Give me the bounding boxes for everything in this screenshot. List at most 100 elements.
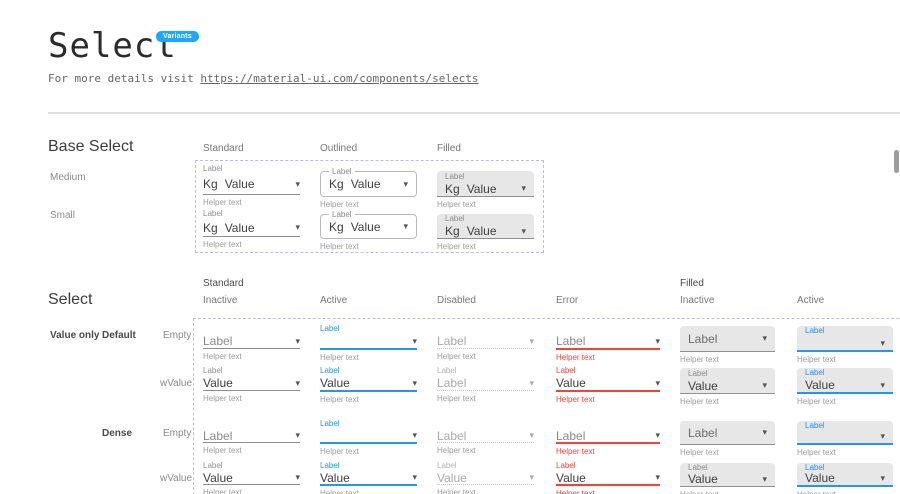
- base-select-story-outline: [195, 160, 544, 253]
- select-field-standard-inactive[interactable]: Label Value ▾ Helper text: [203, 366, 300, 403]
- state-header: Disabled: [437, 295, 476, 306]
- select-field-outlined[interactable]: Label Kg Value ▾ Helper text: [320, 210, 417, 251]
- filled-box[interactable]: Label ▾: [680, 326, 775, 352]
- select-value-row[interactable]: Value ▾: [320, 471, 417, 486]
- row-label-empty: Empty: [163, 330, 192, 341]
- select-value-row[interactable]: Label ▾: [556, 429, 660, 444]
- select-field-standard-inactive[interactable]: Label Kg Value ▾ Helper text: [203, 209, 300, 249]
- select-label: Label: [320, 324, 340, 333]
- select-value-row[interactable]: Kg Value ▾: [203, 174, 300, 195]
- dropdown-arrow-icon: ▾: [762, 473, 767, 484]
- select-field-standard-inactive[interactable]: Label ▾ Helper text: [203, 324, 300, 361]
- outlined-box[interactable]: Label Kg Value ▾: [320, 167, 417, 197]
- select-label: Label: [556, 461, 576, 470]
- filled-box[interactable]: Label ▾: [797, 421, 893, 445]
- select-field-standard-inactive[interactable]: Label ▾ Helper text: [203, 419, 300, 455]
- select-value-row[interactable]: Value ▾: [556, 471, 660, 486]
- filled-box[interactable]: Label Value ▾: [680, 368, 775, 394]
- helper-text: Helper text: [320, 395, 359, 404]
- filled-box[interactable]: Label ▾: [797, 326, 893, 352]
- select-label: Label: [203, 461, 223, 470]
- select-value-row[interactable]: Label ▾: [203, 429, 300, 443]
- select-value-row[interactable]: Value ▾: [320, 376, 417, 392]
- select-value: [805, 336, 808, 350]
- select-field-standard-error[interactable]: Label Value ▾ Helper text: [556, 461, 660, 494]
- select-value-row[interactable]: Value ▾: [203, 471, 300, 485]
- dropdown-arrow-icon: ▾: [529, 430, 534, 440]
- select-value-row: Kg Value ▾: [329, 177, 408, 191]
- select-value: Label: [688, 425, 718, 440]
- select-field-standard-error[interactable]: Label ▾ Helper text: [556, 324, 660, 362]
- select-field-standard-active[interactable]: Label Value ▾ Helper text: [320, 366, 417, 404]
- select-field-filled-inactive[interactable]: Label Kg Value ▾ Helper text: [437, 214, 534, 251]
- select-field-standard-disabled[interactable]: Label Label ▾ Helper text: [437, 366, 534, 403]
- filled-box[interactable]: Label Value ▾: [797, 368, 893, 394]
- select-value-row[interactable]: ▾: [320, 334, 417, 350]
- base-column-header: Standard: [203, 143, 244, 154]
- select-value: Value: [203, 376, 233, 390]
- select-field-filled-inactive[interactable]: Label ▾ Helper text: [680, 326, 775, 364]
- helper-text: Helper text: [203, 488, 242, 494]
- select-field-filled-active[interactable]: Label ▾ Helper text: [797, 421, 893, 457]
- filled-box[interactable]: Label Kg Value ▾: [437, 171, 534, 197]
- select-field-standard-error[interactable]: Label ▾ Helper text: [556, 419, 660, 456]
- select-field-standard-error[interactable]: Label Value ▾ Helper text: [556, 366, 660, 404]
- adornment: Kg: [329, 177, 344, 191]
- select-field-filled-active[interactable]: Label ▾ Helper text: [797, 326, 893, 364]
- helper-text: Helper text: [437, 488, 476, 494]
- select-value-row[interactable]: Value ▾: [556, 376, 660, 392]
- material-ui-link[interactable]: https://material-ui.com/components/selec…: [200, 72, 479, 85]
- outlined-box[interactable]: Label Kg Value ▾: [320, 210, 417, 239]
- dropdown-arrow-icon: ▾: [412, 472, 417, 482]
- select-value-row[interactable]: Value ▾: [203, 376, 300, 391]
- select-value: Label: [437, 334, 467, 348]
- select-field-standard-active[interactable]: Label ▾ Helper text: [320, 419, 417, 456]
- select-label: Label: [445, 214, 465, 223]
- filled-box[interactable]: Label ▾: [680, 421, 775, 445]
- select-field-outlined[interactable]: Label Kg Value ▾ Helper text: [320, 167, 417, 209]
- filled-box[interactable]: Label Kg Value ▾: [437, 214, 534, 239]
- dropdown-arrow-icon: ▾: [412, 430, 417, 440]
- details-line: For more details visit https://material-…: [48, 72, 478, 85]
- select-field-filled-inactive[interactable]: Label ▾ Helper text: [680, 421, 775, 457]
- dropdown-arrow-icon: ▾: [521, 225, 526, 236]
- select-value-row[interactable]: Label ▾: [203, 334, 300, 349]
- dropdown-arrow-icon: ▾: [762, 380, 767, 390]
- select-field-filled-inactive[interactable]: Label Kg Value ▾ Helper text: [437, 171, 534, 209]
- select-value-row[interactable]: Label ▾: [556, 334, 660, 350]
- helper-text: Helper text: [556, 447, 595, 456]
- filled-box[interactable]: Label Value ▾: [680, 463, 775, 487]
- select-value-row[interactable]: Label ▾: [437, 334, 534, 349]
- select-label: Label: [805, 326, 825, 335]
- select-field-standard-disabled[interactable]: Label ▾ Helper text: [437, 419, 534, 455]
- filled-box[interactable]: Label Value ▾: [797, 463, 893, 487]
- select-field-standard-active[interactable]: Label Value ▾ Helper text: [320, 461, 417, 494]
- select-value-row: Value ▾: [805, 378, 885, 392]
- dropdown-arrow-icon: ▾: [762, 427, 767, 437]
- select-value: Value: [320, 470, 350, 485]
- helper-text: Helper text: [680, 490, 775, 494]
- vertical-scrollbar-thumb[interactable]: [894, 150, 899, 173]
- select-value: Value: [203, 470, 233, 485]
- adornment: Kg: [445, 181, 460, 196]
- select-label: Label: [688, 368, 708, 378]
- select-value: Kg Value: [203, 220, 255, 235]
- select-label: Label: [437, 461, 457, 470]
- select-field-standard-inactive[interactable]: Label Value ▾ Helper text: [203, 461, 300, 494]
- state-header: Active: [797, 295, 825, 306]
- select-field-standard-disabled[interactable]: Label Value ▾ Helper text: [437, 461, 534, 494]
- select-value-row[interactable]: Label ▾: [437, 376, 534, 391]
- select-value-row[interactable]: ▾: [320, 429, 417, 444]
- adornment: Kg: [445, 224, 460, 238]
- select-value-row[interactable]: Kg Value ▾: [203, 219, 300, 237]
- select-field-standard-active[interactable]: Label ▾ Helper text: [320, 324, 417, 362]
- select-value-row[interactable]: Label ▾: [437, 429, 534, 443]
- select-field-standard-disabled[interactable]: Label ▾ Helper text: [437, 324, 534, 361]
- helper-text: Helper text: [437, 352, 476, 361]
- select-value-row[interactable]: Value ▾: [437, 471, 534, 485]
- select-field-standard-inactive[interactable]: Label Kg Value ▾ Helper text: [203, 164, 300, 207]
